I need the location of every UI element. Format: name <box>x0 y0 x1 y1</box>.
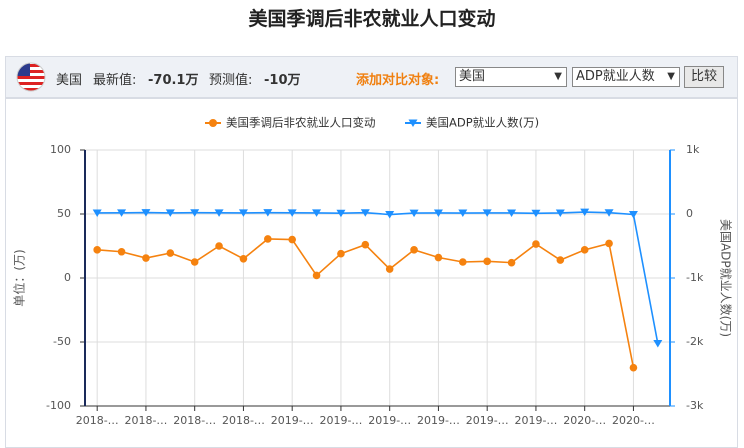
country: 美国 <box>56 73 83 88</box>
x-tick-label: 2019-… <box>514 414 557 427</box>
x-tick-label: 2020-… <box>563 414 606 427</box>
point <box>580 246 589 254</box>
point <box>214 209 224 217</box>
point <box>336 209 346 218</box>
legend-marker <box>209 119 217 127</box>
point <box>580 208 590 217</box>
y2-tick-label: 0 <box>686 207 693 220</box>
point <box>141 209 151 217</box>
point <box>190 209 200 217</box>
select-text: ADP就业人数 <box>576 69 655 84</box>
point <box>410 246 418 254</box>
y2-axis-label: 美国ADP就业人数(万) <box>719 219 734 337</box>
x-tick-label: 2018-… <box>76 414 119 427</box>
x-tick-label: 2019-… <box>319 414 362 427</box>
compare-label: 添加对比对象: <box>356 73 440 88</box>
point <box>165 209 175 217</box>
y2-tick-label: -2k <box>686 335 704 348</box>
point <box>531 209 541 218</box>
point <box>507 209 517 217</box>
compare-button[interactable]: 比较 <box>684 66 724 88</box>
series-line <box>97 238 635 368</box>
point <box>361 240 370 249</box>
point <box>287 209 297 217</box>
latest-label: 最新值: <box>93 73 137 88</box>
point <box>628 211 638 219</box>
forecast-value: -10万 <box>264 73 301 88</box>
point <box>239 254 248 263</box>
point <box>263 209 273 217</box>
point <box>556 256 565 264</box>
y-axis-label: 单位：(万) <box>12 249 27 306</box>
legend-label: 美国ADP就业人数(万) <box>426 116 539 130</box>
point <box>312 271 321 280</box>
x-tick-label: 2018-… <box>173 414 216 427</box>
y-tick-label: 0 <box>64 271 71 284</box>
point <box>507 258 516 267</box>
point <box>555 209 565 217</box>
point <box>385 211 395 219</box>
point <box>215 242 223 250</box>
select-text: 美国 <box>459 69 486 84</box>
point <box>458 209 468 218</box>
point <box>238 209 248 217</box>
point <box>433 209 443 217</box>
point <box>337 249 345 258</box>
point <box>385 265 394 273</box>
x-tick-label: 2019-… <box>466 414 509 427</box>
point <box>92 209 102 217</box>
flag-icon <box>16 62 46 92</box>
y-tick-label: 100 <box>50 143 71 156</box>
legend-marker <box>408 119 418 127</box>
forecast-label: 预测值: <box>209 73 253 88</box>
x-tick-label: 2018-… <box>124 414 167 427</box>
point <box>483 257 491 266</box>
point <box>117 247 126 256</box>
point <box>605 239 613 248</box>
country-select[interactable]: 美国 ▼ <box>455 67 567 87</box>
point <box>629 363 638 372</box>
point <box>434 253 443 262</box>
x-tick-label: 2019-… <box>417 414 460 427</box>
point <box>264 235 272 243</box>
x-tick-label: 2019-… <box>368 414 411 427</box>
y-tick-label: -50 <box>53 335 71 348</box>
point <box>604 209 614 217</box>
point <box>360 209 370 217</box>
y2-tick-label: -1k <box>686 271 704 284</box>
toolbar: 美国 最新值: -70.1万 预测值: -10万 添加对比对象: 美国 ▼ ADP… <box>5 56 738 98</box>
y-tick-label: -100 <box>46 399 71 412</box>
latest-value: -70.1万 <box>148 73 199 88</box>
x-tick-label: 2019-… <box>271 414 314 427</box>
page-title: 美国季调后非农就业人口变动 <box>248 8 496 30</box>
x-tick-label: 2018-… <box>222 414 265 427</box>
point <box>288 235 296 244</box>
point <box>190 258 199 266</box>
point <box>166 249 175 257</box>
point <box>653 340 663 348</box>
indicator-select[interactable]: ADP就业人数 ▼ <box>572 67 680 87</box>
y2-tick-label: 1k <box>686 143 700 156</box>
y2-tick-label: -3k <box>686 399 704 412</box>
point <box>142 254 150 262</box>
point <box>459 258 467 266</box>
point <box>482 209 492 217</box>
point <box>532 240 540 248</box>
series-line <box>97 211 659 344</box>
point <box>312 209 322 217</box>
legend-label: 美国季调后非农就业人口变动 <box>226 116 376 130</box>
point <box>93 246 101 254</box>
point <box>117 209 127 217</box>
y-tick-label: 50 <box>57 207 71 220</box>
point <box>409 209 419 218</box>
x-tick-label: 2020-… <box>612 414 655 427</box>
